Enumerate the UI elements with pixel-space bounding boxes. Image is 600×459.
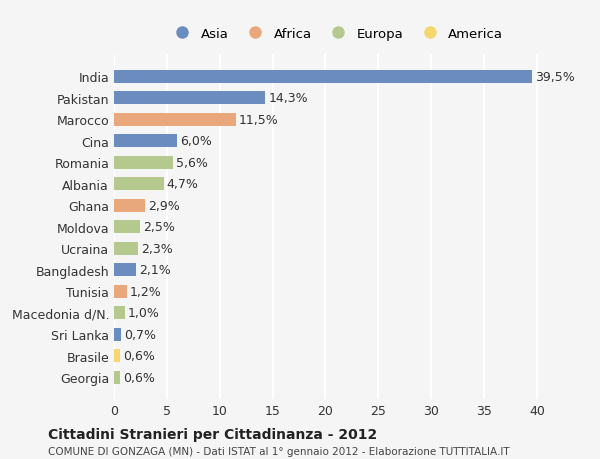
- Text: 2,1%: 2,1%: [139, 263, 171, 277]
- Bar: [114, 242, 139, 255]
- Bar: [114, 349, 121, 362]
- Text: Cittadini Stranieri per Cittadinanza - 2012: Cittadini Stranieri per Cittadinanza - 2…: [48, 427, 377, 442]
- Legend: Asia, Africa, Europa, America: Asia, Africa, Europa, America: [165, 24, 507, 45]
- Bar: [114, 307, 125, 319]
- Text: 2,3%: 2,3%: [142, 242, 173, 255]
- Text: 5,6%: 5,6%: [176, 157, 208, 169]
- Bar: [114, 285, 127, 298]
- Text: 1,2%: 1,2%: [130, 285, 161, 298]
- Text: 0,7%: 0,7%: [125, 328, 157, 341]
- Text: 0,6%: 0,6%: [124, 371, 155, 384]
- Text: 11,5%: 11,5%: [239, 113, 278, 127]
- Bar: [114, 221, 140, 234]
- Text: 0,6%: 0,6%: [124, 349, 155, 362]
- Text: 14,3%: 14,3%: [268, 92, 308, 105]
- Text: 2,9%: 2,9%: [148, 199, 179, 212]
- Bar: [114, 92, 265, 105]
- Bar: [114, 178, 164, 191]
- Text: 39,5%: 39,5%: [535, 71, 574, 84]
- Bar: [114, 157, 173, 169]
- Bar: [114, 71, 532, 84]
- Bar: [114, 328, 121, 341]
- Text: 4,7%: 4,7%: [167, 178, 199, 191]
- Text: 1,0%: 1,0%: [128, 307, 160, 319]
- Text: 6,0%: 6,0%: [181, 135, 212, 148]
- Text: COMUNE DI GONZAGA (MN) - Dati ISTAT al 1° gennaio 2012 - Elaborazione TUTTITALIA: COMUNE DI GONZAGA (MN) - Dati ISTAT al 1…: [48, 447, 509, 456]
- Bar: [114, 371, 121, 384]
- Bar: [114, 199, 145, 212]
- Bar: [114, 135, 178, 148]
- Bar: [114, 263, 136, 276]
- Text: 2,5%: 2,5%: [143, 221, 175, 234]
- Bar: [114, 113, 236, 127]
